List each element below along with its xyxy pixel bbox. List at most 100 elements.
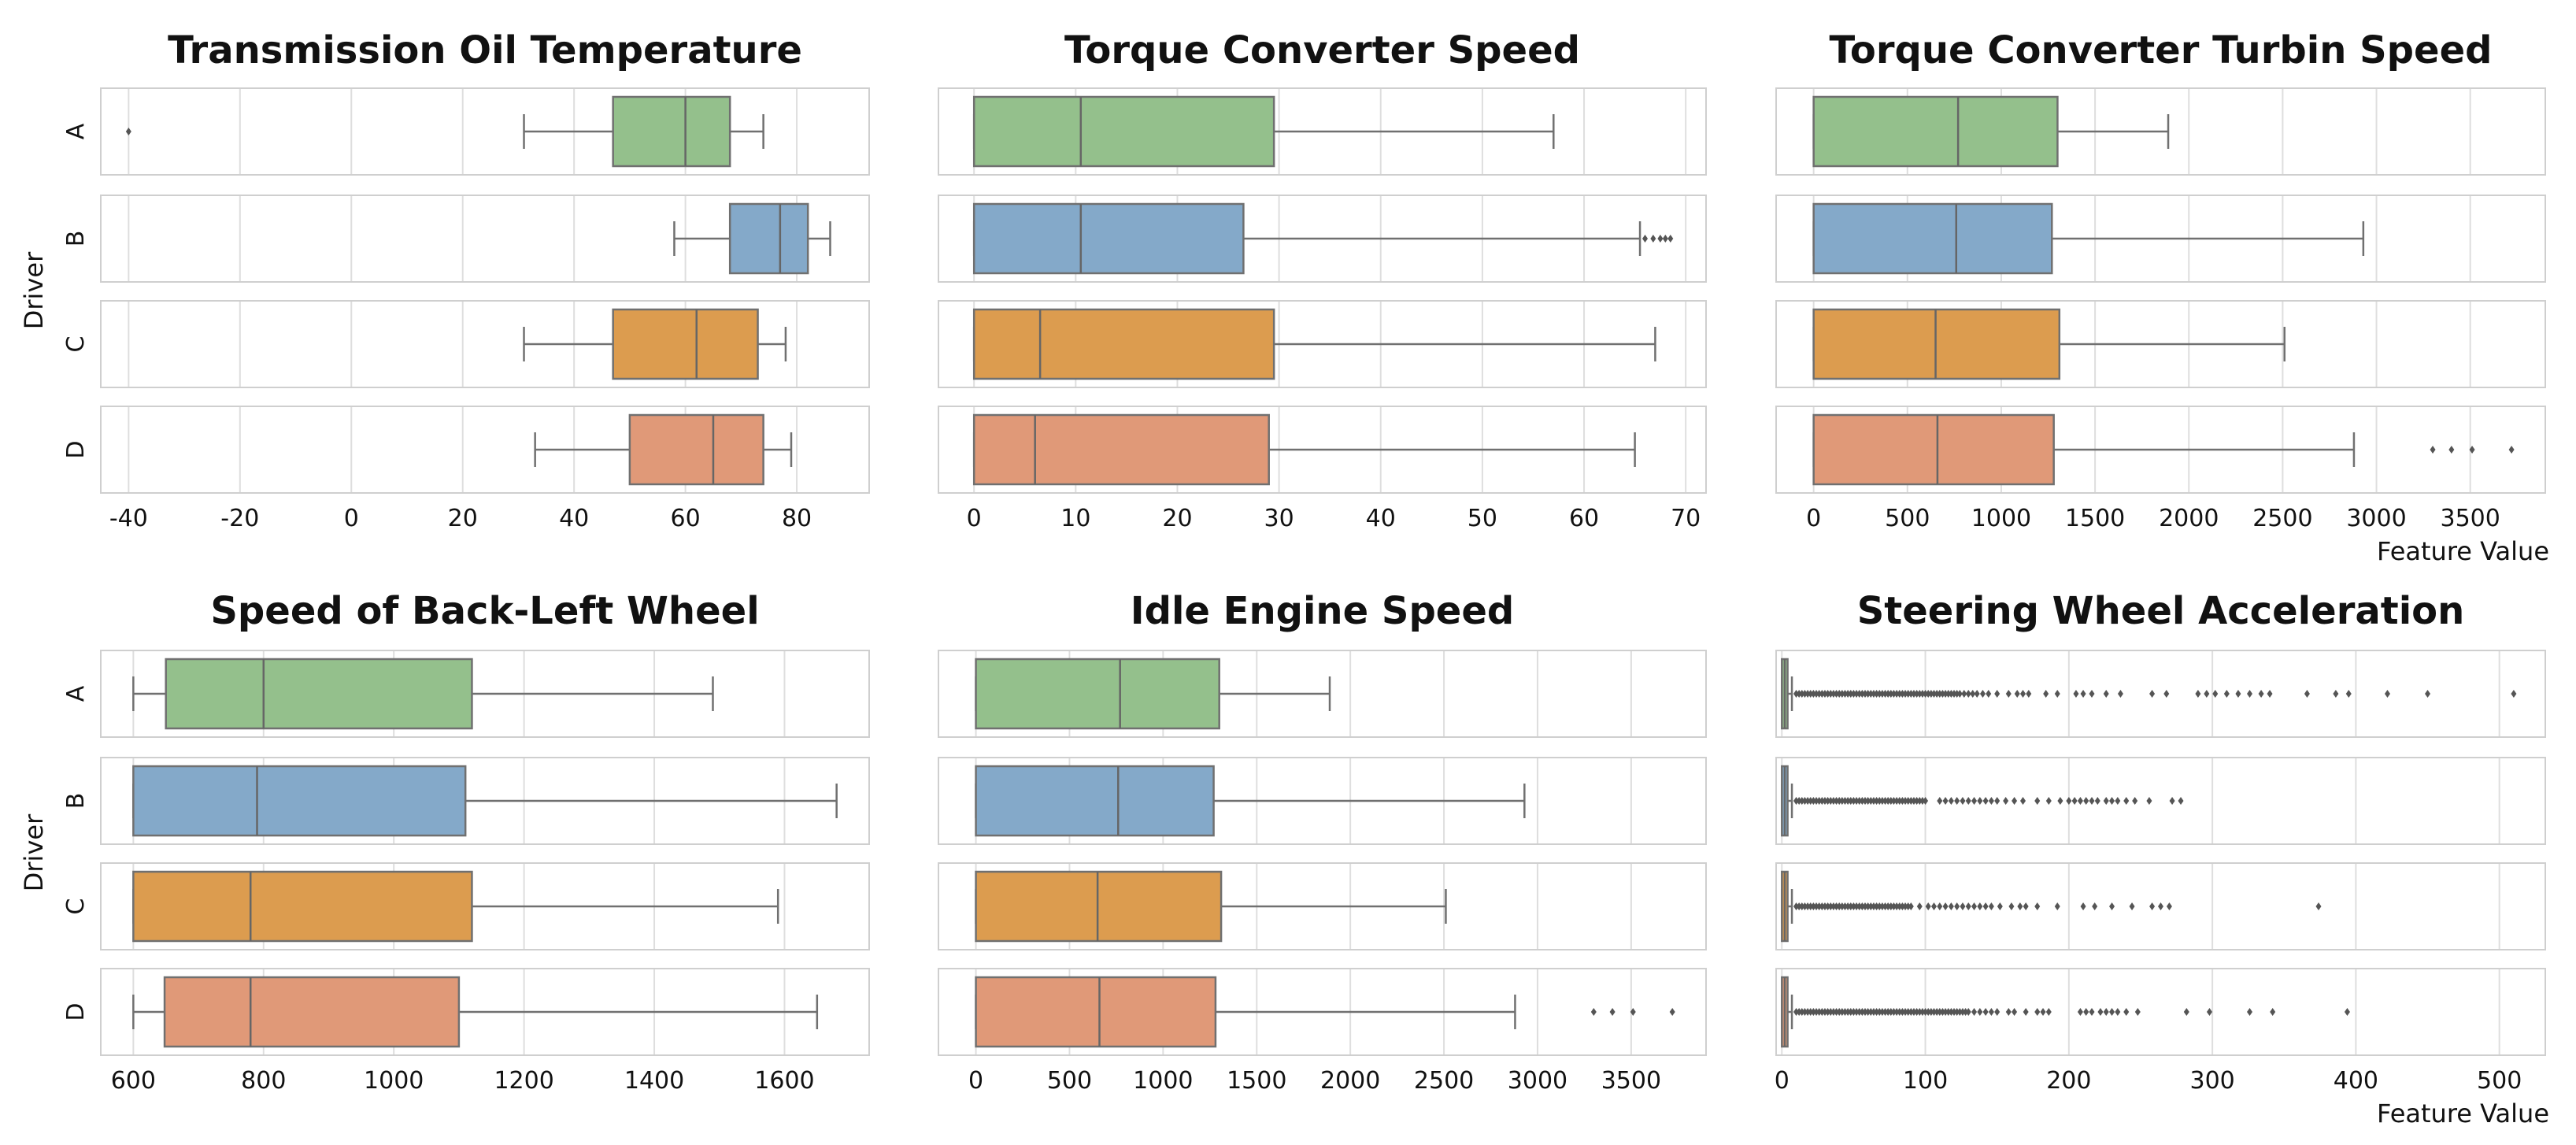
box-row-B — [938, 757, 1707, 845]
flier-point — [2425, 690, 2431, 698]
flier-point — [1834, 690, 1840, 698]
flier-point — [1931, 1008, 1938, 1016]
flier-point — [1965, 902, 1971, 910]
flier-point — [1876, 797, 1882, 805]
flier-point — [1845, 902, 1851, 910]
flier-point — [1830, 690, 1837, 698]
flier-point — [1836, 690, 1842, 698]
flier-point — [2511, 690, 2517, 698]
flier-point — [2097, 1008, 2104, 1016]
flier-point — [1813, 690, 1819, 698]
flier-point — [1813, 1008, 1819, 1016]
chart-title: Torque Converter Turbin Speed — [1830, 28, 2493, 72]
flier-point — [1902, 690, 1908, 698]
flier-point — [1796, 1008, 1802, 1016]
flier-point — [1856, 1008, 1863, 1016]
box-row-D — [938, 968, 1707, 1056]
x-tick-label: 60 — [671, 505, 701, 532]
flier-point — [1986, 690, 1992, 698]
flier-point — [1667, 235, 1674, 243]
x-tick-label: 400 — [2334, 1067, 2378, 1095]
flier-point — [1810, 902, 1816, 910]
flier-point — [1908, 690, 1914, 698]
flier-point — [1977, 1008, 1983, 1016]
box-row-B: B — [62, 757, 870, 845]
flier-point — [1853, 690, 1860, 698]
flier-point — [1897, 1008, 1903, 1016]
flier-point — [2344, 1008, 2350, 1016]
flier-point — [2043, 690, 2049, 698]
flier-point — [1867, 690, 1874, 698]
flier-point — [1669, 1008, 1675, 1016]
box-A — [612, 95, 731, 168]
flier-point — [1830, 797, 1837, 805]
box-B — [975, 765, 1215, 837]
flier-point — [1867, 797, 1874, 805]
flier-point — [2270, 1008, 2276, 1016]
x-tick-label: 20 — [448, 505, 478, 532]
chart-panel-6: Steering Wheel Acceleration 0 100 200 300 400… — [1775, 589, 2549, 1128]
flier-point — [1982, 902, 1989, 910]
y-tick-label: D — [62, 440, 90, 458]
x-tick-label: 1200 — [494, 1067, 553, 1095]
flier-point — [1951, 1008, 1957, 1016]
flier-point — [1876, 690, 1882, 698]
flier-point — [1893, 1008, 1900, 1016]
flier-point — [1960, 1008, 1966, 1016]
flier-point — [1839, 690, 1845, 698]
flier-point — [2089, 1008, 2095, 1016]
flier-point — [1905, 797, 1912, 805]
flier-point — [1888, 797, 1894, 805]
flier-point — [1834, 902, 1840, 910]
flier-point — [1942, 797, 1949, 805]
flier-point — [1931, 902, 1938, 910]
flier-point — [1897, 902, 1903, 910]
flier-point — [1890, 690, 1897, 698]
flier-point — [1859, 902, 1865, 910]
flier-point — [1923, 1008, 1929, 1016]
flier-point — [1893, 797, 1900, 805]
flier-point — [2315, 902, 2322, 910]
flier-point — [1813, 902, 1819, 910]
flier-point — [1919, 1008, 1926, 1016]
flier-point — [2109, 1008, 2115, 1016]
flier-point — [1931, 690, 1938, 698]
flier-point — [1848, 1008, 1854, 1016]
flier-point — [2005, 1008, 2012, 1016]
x-tick-label: 100 — [1903, 1067, 1948, 1095]
flier-point — [2103, 1008, 2109, 1016]
flier-point — [2115, 797, 2121, 805]
flier-point — [1939, 1008, 1945, 1016]
flier-point — [1825, 1008, 1831, 1016]
flier-point — [1977, 902, 1983, 910]
flier-point — [1662, 235, 1668, 243]
flier-point — [2012, 797, 2018, 805]
flier-point — [2212, 690, 2219, 698]
box-C — [612, 308, 759, 380]
flier-point — [1899, 690, 1905, 698]
flier-point — [1925, 1008, 1931, 1016]
flier-point — [1609, 1008, 1616, 1016]
flier-point — [1899, 1008, 1905, 1016]
flier-point — [1948, 690, 1954, 698]
flier-point — [1911, 690, 1917, 698]
x-tick-label: 500 — [1885, 505, 1930, 532]
flier-point — [1942, 1008, 1949, 1016]
y-tick-label: B — [62, 793, 90, 810]
flier-point — [1804, 690, 1811, 698]
flier-point — [1630, 1008, 1636, 1016]
chart-panel-5: Idle Engine Speed 0 500 1000 1500 2000 2500 300… — [938, 589, 1707, 1095]
flier-point — [1848, 690, 1854, 698]
flier-point — [1834, 1008, 1840, 1016]
flier-point — [1960, 797, 1966, 805]
box-row-A: A — [62, 650, 870, 738]
flier-point — [1914, 1008, 1920, 1016]
flier-point — [1928, 690, 1934, 698]
box-row-C — [1775, 300, 2546, 388]
flier-point — [1925, 690, 1931, 698]
box-D — [975, 976, 1217, 1048]
y-tick-label: C — [62, 336, 90, 353]
flier-point — [1822, 797, 1828, 805]
flier-point — [1893, 902, 1900, 910]
flier-point — [2083, 1008, 2089, 1016]
